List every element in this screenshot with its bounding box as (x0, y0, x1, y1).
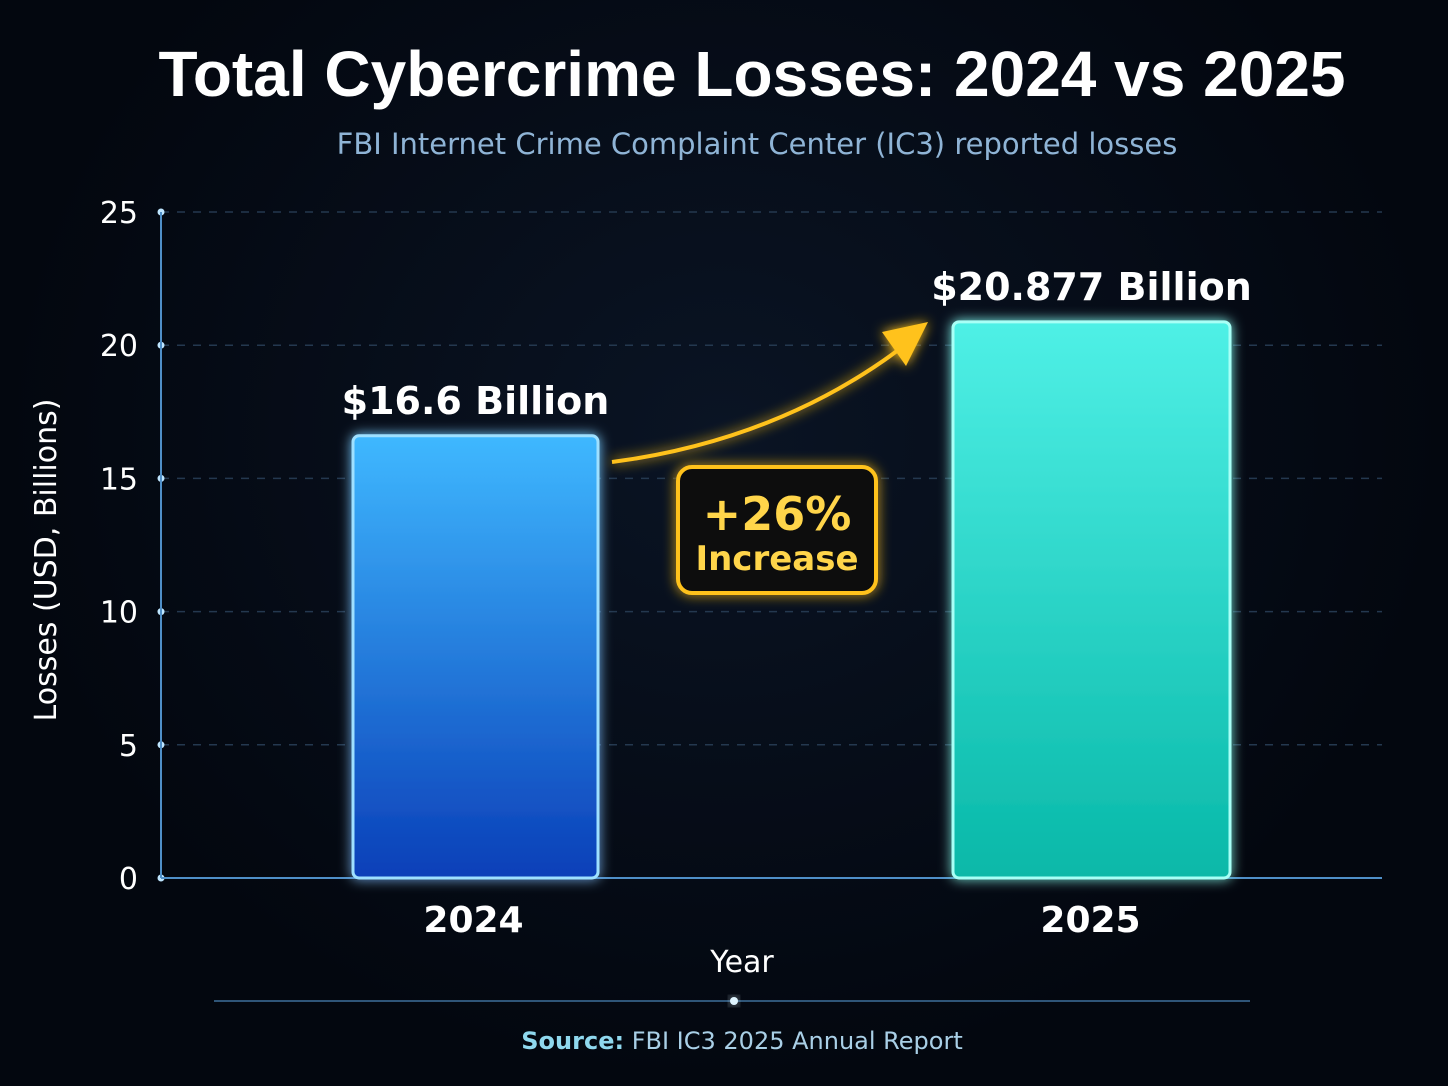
y-tick-label: 20 (100, 329, 138, 364)
x-axis-label: Year (709, 945, 774, 980)
y-tick-label: 10 (100, 596, 138, 631)
callout-text: Increase (695, 539, 858, 579)
bar-2025 (951, 320, 1232, 880)
bar-2024 (351, 434, 600, 880)
source-text: FBI IC3 2025 Annual Report (632, 1027, 963, 1055)
y-axis-label: Losses (USD, Billions) (29, 399, 64, 722)
y-tick-label: 25 (100, 196, 138, 231)
y-tick-label: 0 (119, 862, 138, 897)
chart-subtitle: FBI Internet Crime Complaint Center (IC3… (337, 127, 1178, 161)
divider-glow-dot (730, 997, 738, 1005)
chart-title: Total Cybercrime Losses: 2024 vs 2025 (158, 38, 1345, 110)
data-label: $16.6 Billion (342, 379, 610, 423)
bars: $16.6 Billion 2024 $20.877 Billion 2025 (342, 265, 1252, 941)
data-label: $20.877 Billion (931, 265, 1252, 309)
increase-callout: +26% Increase (676, 465, 878, 595)
callout-percent: +26% (703, 487, 852, 541)
y-axis-ticks: 0 5 10 15 20 25 (100, 196, 165, 897)
increase-arrow (611, 322, 928, 464)
source-label: Source: (521, 1027, 624, 1055)
y-tick-label: 5 (119, 729, 138, 764)
x-tick-label: 2024 (423, 900, 523, 941)
y-tick-label: 15 (100, 462, 138, 497)
x-tick-label: 2025 (1040, 900, 1140, 941)
source-note: Source: FBI IC3 2025 Annual Report (521, 1027, 962, 1055)
